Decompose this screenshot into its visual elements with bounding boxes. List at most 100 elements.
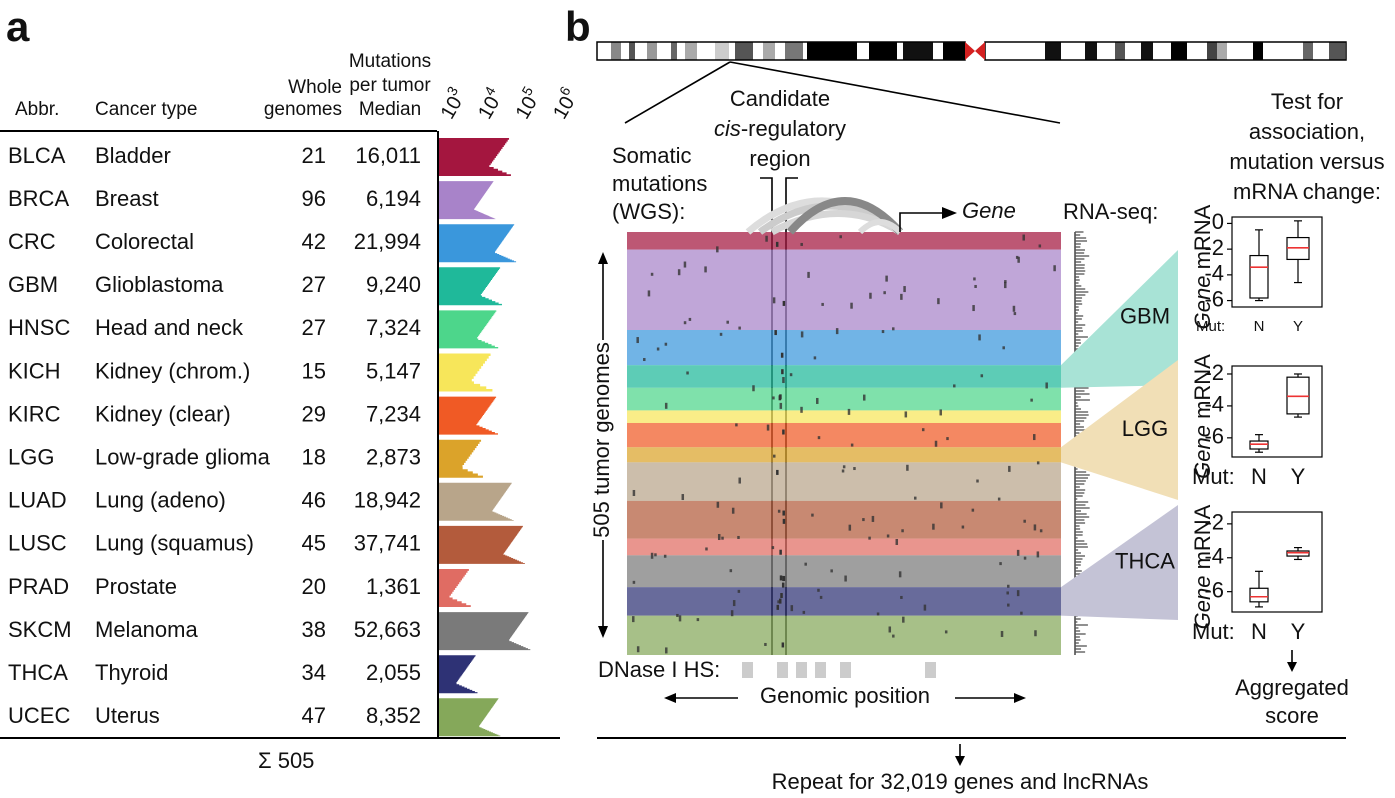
- abbr: CRC: [8, 229, 56, 254]
- mutation: [953, 384, 956, 388]
- mutation: [696, 618, 700, 622]
- mutation: [781, 582, 785, 588]
- chromosome-band: [1125, 42, 1141, 60]
- mut-label: Mut:: [1192, 464, 1235, 489]
- y-tick-label: -6: [1204, 286, 1224, 311]
- cancer-type: Uterus: [95, 703, 160, 728]
- chromosome-band: [897, 42, 903, 60]
- y-tick-label: -4: [1204, 544, 1224, 569]
- mutation: [804, 562, 807, 566]
- median: 16,011: [355, 143, 421, 168]
- abbr: UCEC: [8, 703, 70, 728]
- dnase-site: [742, 662, 753, 678]
- text: Gene: [1190, 425, 1215, 479]
- mutation: [656, 347, 660, 351]
- mutation: [772, 396, 775, 400]
- mutation: [999, 562, 1002, 566]
- mutation: [980, 374, 984, 378]
- chromosome-band: [903, 42, 933, 60]
- tick-base: 10: [512, 93, 542, 123]
- mutation-profile: [439, 525, 525, 564]
- median: 7,324: [366, 315, 421, 340]
- box: [1249, 254, 1269, 299]
- group-label: N: [1251, 619, 1267, 644]
- chromosome-band: [1141, 42, 1153, 60]
- chromosome-band: [1061, 42, 1085, 60]
- mutations-label: (WGS):: [612, 199, 685, 224]
- cancer-type: Thyroid: [95, 660, 168, 685]
- mutation: [940, 502, 943, 509]
- axis-tick-label: 106: [545, 83, 584, 123]
- mutation: [997, 497, 1001, 501]
- y-tick-label: 0: [1212, 209, 1224, 234]
- mutation: [716, 246, 719, 253]
- mutation: [946, 437, 949, 441]
- tumor-band: [627, 232, 1061, 250]
- panel-label: a: [6, 3, 30, 50]
- cancer-type: Glioblastoma: [95, 272, 224, 297]
- chromosome-band: [611, 42, 621, 60]
- mutation: [732, 600, 736, 607]
- mutation-profile: [439, 353, 493, 392]
- chromosome-band: [621, 42, 629, 60]
- mutation: [764, 642, 767, 646]
- tumor-band: [627, 500, 1061, 539]
- mutation-profile: [439, 698, 501, 737]
- cancer-type: Lung (squamus): [95, 531, 254, 556]
- mutation: [914, 496, 917, 500]
- cancer-type: Bladder: [95, 143, 171, 168]
- chromosome-band: [729, 42, 735, 60]
- mutation: [807, 271, 810, 278]
- median: 1,361: [366, 574, 421, 599]
- mutation: [1007, 603, 1010, 607]
- mutation: [632, 616, 635, 623]
- genomes: 38: [302, 617, 326, 642]
- text: cis: [714, 116, 741, 141]
- mutation-profile: [439, 439, 483, 478]
- mutation: [683, 261, 687, 268]
- region-label: Candidate: [730, 86, 830, 111]
- mutation: [777, 509, 781, 513]
- mutation: [681, 494, 685, 501]
- chromosome-band: [1329, 42, 1345, 60]
- mutation-profile: [439, 655, 478, 694]
- mutation: [944, 630, 948, 634]
- mutation: [643, 358, 646, 362]
- mutation: [817, 588, 820, 592]
- mutation: [1023, 519, 1026, 523]
- tumor-band: [627, 615, 1061, 655]
- median: 21,994: [354, 229, 421, 254]
- mutation: [782, 510, 785, 516]
- mutation: [1008, 465, 1011, 472]
- group-label: Y: [1291, 619, 1306, 644]
- cancer-type: Melanoma: [95, 617, 198, 642]
- tumor-band: [627, 555, 1061, 588]
- text: mRNA: [1190, 204, 1215, 275]
- y-axis-title: Gene mRNA: [1190, 204, 1215, 329]
- mutation: [766, 424, 770, 431]
- rnaseq-label: RNA-seq:: [1063, 199, 1158, 224]
- chromosome-band: [775, 42, 785, 60]
- chromosome-band: [1171, 42, 1187, 60]
- median: 6,194: [366, 186, 421, 211]
- mutation: [775, 241, 779, 247]
- chromosome-band: [763, 42, 775, 60]
- mutation: [789, 373, 793, 377]
- mutation: [800, 406, 803, 413]
- chromosome-band: [1253, 42, 1263, 60]
- mutation: [790, 605, 794, 612]
- mutation: [1016, 590, 1020, 597]
- test-label: mutation versus: [1229, 149, 1384, 174]
- abbr: BLCA: [8, 143, 66, 168]
- region-label: cis-regulatory: [714, 116, 846, 141]
- mutation: [862, 394, 866, 401]
- mutation: [781, 642, 785, 648]
- chromosome-band: [1207, 42, 1217, 60]
- chromosome-band: [597, 42, 611, 60]
- mutation: [664, 402, 668, 409]
- genomes: 21: [302, 143, 326, 168]
- tumor-band: [627, 387, 1061, 411]
- genomes: 45: [302, 531, 326, 556]
- mutation: [776, 469, 779, 475]
- mutation: [883, 291, 886, 295]
